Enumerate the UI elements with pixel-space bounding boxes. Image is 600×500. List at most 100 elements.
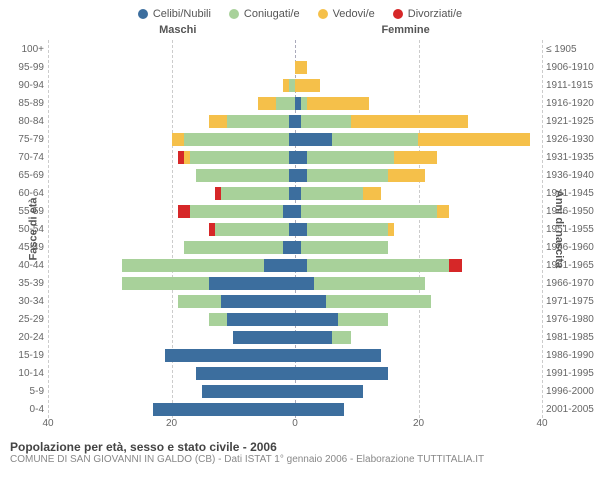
bar-male bbox=[48, 328, 295, 346]
age-label: 65-69 bbox=[0, 170, 48, 181]
seg-co bbox=[307, 223, 387, 236]
seg-co bbox=[227, 115, 289, 128]
age-label: 100+ bbox=[0, 44, 48, 55]
x-tick: 20 bbox=[166, 418, 177, 429]
age-label: 85-89 bbox=[0, 98, 48, 109]
bar-female bbox=[295, 202, 542, 220]
bar-male bbox=[48, 364, 295, 382]
seg-d bbox=[178, 205, 190, 218]
bar-male bbox=[48, 58, 295, 76]
seg-co bbox=[178, 295, 221, 308]
col-header-female: Femmine bbox=[381, 24, 429, 36]
bar-female bbox=[295, 238, 542, 256]
bar-male bbox=[48, 148, 295, 166]
birth-label: 1981-1985 bbox=[542, 332, 600, 343]
bar-male bbox=[48, 310, 295, 328]
age-label: 90-94 bbox=[0, 80, 48, 91]
bar-male bbox=[48, 382, 295, 400]
age-label: 10-14 bbox=[0, 368, 48, 379]
seg-c bbox=[295, 133, 332, 146]
birth-label: 1931-1935 bbox=[542, 152, 600, 163]
legend-swatch bbox=[393, 9, 403, 19]
bar-area bbox=[48, 76, 542, 94]
age-label: 15-19 bbox=[0, 350, 48, 361]
bar-male bbox=[48, 76, 295, 94]
bar-area bbox=[48, 148, 542, 166]
birth-label: 1946-1950 bbox=[542, 206, 600, 217]
bar-area bbox=[48, 256, 542, 274]
seg-c bbox=[295, 349, 381, 362]
seg-v bbox=[388, 223, 394, 236]
bar-female bbox=[295, 220, 542, 238]
bar-female bbox=[295, 382, 542, 400]
legend-swatch bbox=[229, 9, 239, 19]
legend-swatch bbox=[318, 9, 328, 19]
pyramid-row: 55-591946-1950 bbox=[0, 202, 600, 220]
seg-c bbox=[295, 223, 307, 236]
bar-male bbox=[48, 202, 295, 220]
bar-female bbox=[295, 400, 542, 418]
bar-female bbox=[295, 328, 542, 346]
bar-female bbox=[295, 112, 542, 130]
bar-area bbox=[48, 40, 542, 58]
chart-footer: Popolazione per età, sesso e stato civil… bbox=[0, 434, 600, 465]
bar-female bbox=[295, 346, 542, 364]
bar-area bbox=[48, 202, 542, 220]
bar-male bbox=[48, 112, 295, 130]
birth-label: 2001-2005 bbox=[542, 404, 600, 415]
seg-co bbox=[184, 133, 289, 146]
legend-swatch bbox=[138, 9, 148, 19]
bar-male bbox=[48, 166, 295, 184]
pyramid-row: 50-541951-1955 bbox=[0, 220, 600, 238]
legend-item: Divorziati/e bbox=[393, 8, 462, 20]
seg-co bbox=[314, 277, 425, 290]
seg-c bbox=[295, 367, 388, 380]
seg-co bbox=[221, 187, 289, 200]
bar-female bbox=[295, 256, 542, 274]
pyramid-row: 60-64 1941-1945 bbox=[0, 184, 600, 202]
seg-c bbox=[227, 313, 295, 326]
seg-c bbox=[295, 295, 326, 308]
bar-female bbox=[295, 274, 542, 292]
birth-label: 1926-1930 bbox=[542, 134, 600, 145]
pyramid-row: 20-241981-1985 bbox=[0, 328, 600, 346]
bar-female bbox=[295, 94, 542, 112]
pyramid-row: 80-841921-1925 bbox=[0, 112, 600, 130]
birth-label: 1941-1945 bbox=[542, 188, 600, 199]
seg-v bbox=[295, 61, 307, 74]
birth-label: 1991-1995 bbox=[542, 368, 600, 379]
seg-c bbox=[295, 169, 307, 182]
bar-area bbox=[48, 364, 542, 382]
bar-male bbox=[48, 40, 295, 58]
bar-male bbox=[48, 130, 295, 148]
bar-male bbox=[48, 346, 295, 364]
pyramid-row: 15-191986-1990 bbox=[0, 346, 600, 364]
bar-male bbox=[48, 274, 295, 292]
seg-c bbox=[283, 205, 295, 218]
pyramid-row: 30-341971-1975 bbox=[0, 292, 600, 310]
bar-male bbox=[48, 184, 295, 202]
bar-area bbox=[48, 184, 542, 202]
bar-area bbox=[48, 94, 542, 112]
bar-area bbox=[48, 238, 542, 256]
birth-label: 1956-1960 bbox=[542, 242, 600, 253]
birth-label: 1906-1910 bbox=[542, 62, 600, 73]
x-tick: 40 bbox=[42, 418, 53, 429]
birth-label: ≤ 1905 bbox=[542, 44, 600, 55]
age-label: 45-49 bbox=[0, 242, 48, 253]
bar-female bbox=[295, 310, 542, 328]
bar-female bbox=[295, 148, 542, 166]
seg-co bbox=[184, 241, 283, 254]
legend-label: Vedovi/e bbox=[333, 8, 375, 20]
seg-co bbox=[332, 133, 418, 146]
age-label: 60-64 bbox=[0, 188, 48, 199]
seg-c bbox=[295, 331, 332, 344]
bar-area bbox=[48, 328, 542, 346]
x-tick: 20 bbox=[413, 418, 424, 429]
birth-label: 1911-1915 bbox=[542, 80, 600, 91]
seg-c bbox=[295, 259, 307, 272]
bar-male bbox=[48, 94, 295, 112]
bar-female bbox=[295, 166, 542, 184]
rows-container: 100+≤ 190595-991906-191090-941911-191585… bbox=[0, 40, 600, 418]
seg-co bbox=[338, 313, 387, 326]
